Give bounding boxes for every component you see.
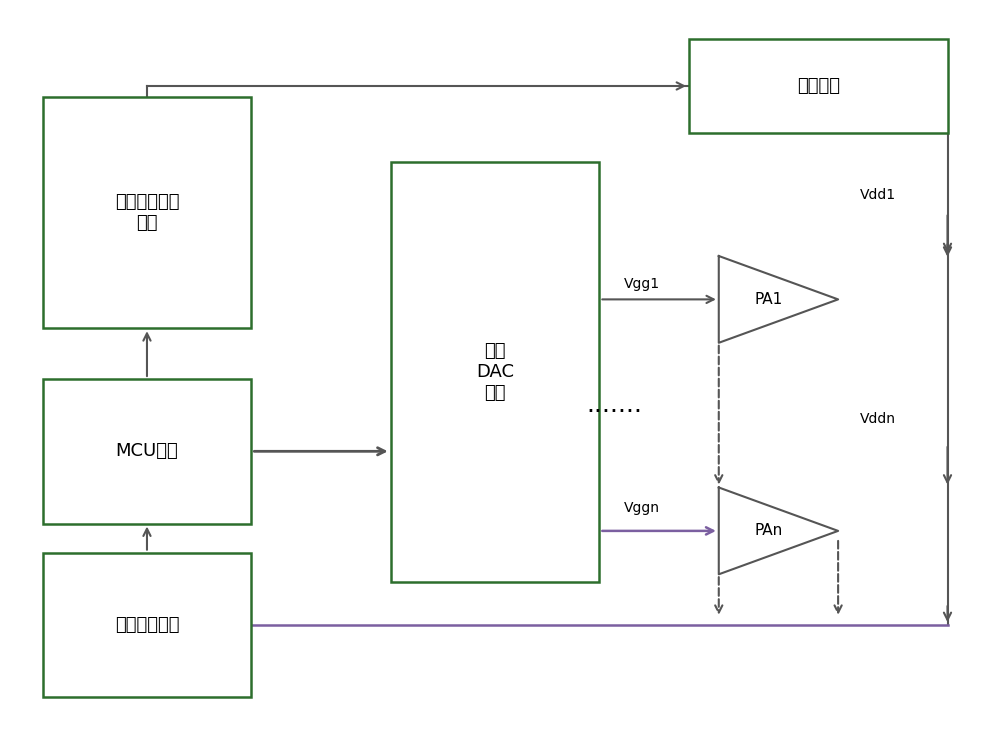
Text: 温度采样模块: 温度采样模块 bbox=[115, 616, 179, 634]
Text: ·······: ······· bbox=[586, 399, 642, 424]
Bar bbox=[43, 379, 251, 523]
Bar bbox=[391, 162, 599, 582]
Text: Vgg1: Vgg1 bbox=[624, 277, 660, 291]
Text: MCU模块: MCU模块 bbox=[116, 443, 178, 460]
Text: PAn: PAn bbox=[755, 523, 783, 539]
Text: PA1: PA1 bbox=[755, 292, 783, 307]
Text: 电源模块: 电源模块 bbox=[797, 77, 840, 95]
Text: Vddn: Vddn bbox=[860, 412, 896, 426]
Bar bbox=[689, 39, 948, 133]
Text: Vdd1: Vdd1 bbox=[860, 188, 896, 202]
Text: Vggn: Vggn bbox=[624, 501, 660, 515]
Bar bbox=[43, 553, 251, 697]
Text: 漏极供电控制
模块: 漏极供电控制 模块 bbox=[115, 193, 179, 232]
Text: 电压
DAC
模块: 电压 DAC 模块 bbox=[476, 342, 514, 402]
Bar bbox=[43, 97, 251, 328]
